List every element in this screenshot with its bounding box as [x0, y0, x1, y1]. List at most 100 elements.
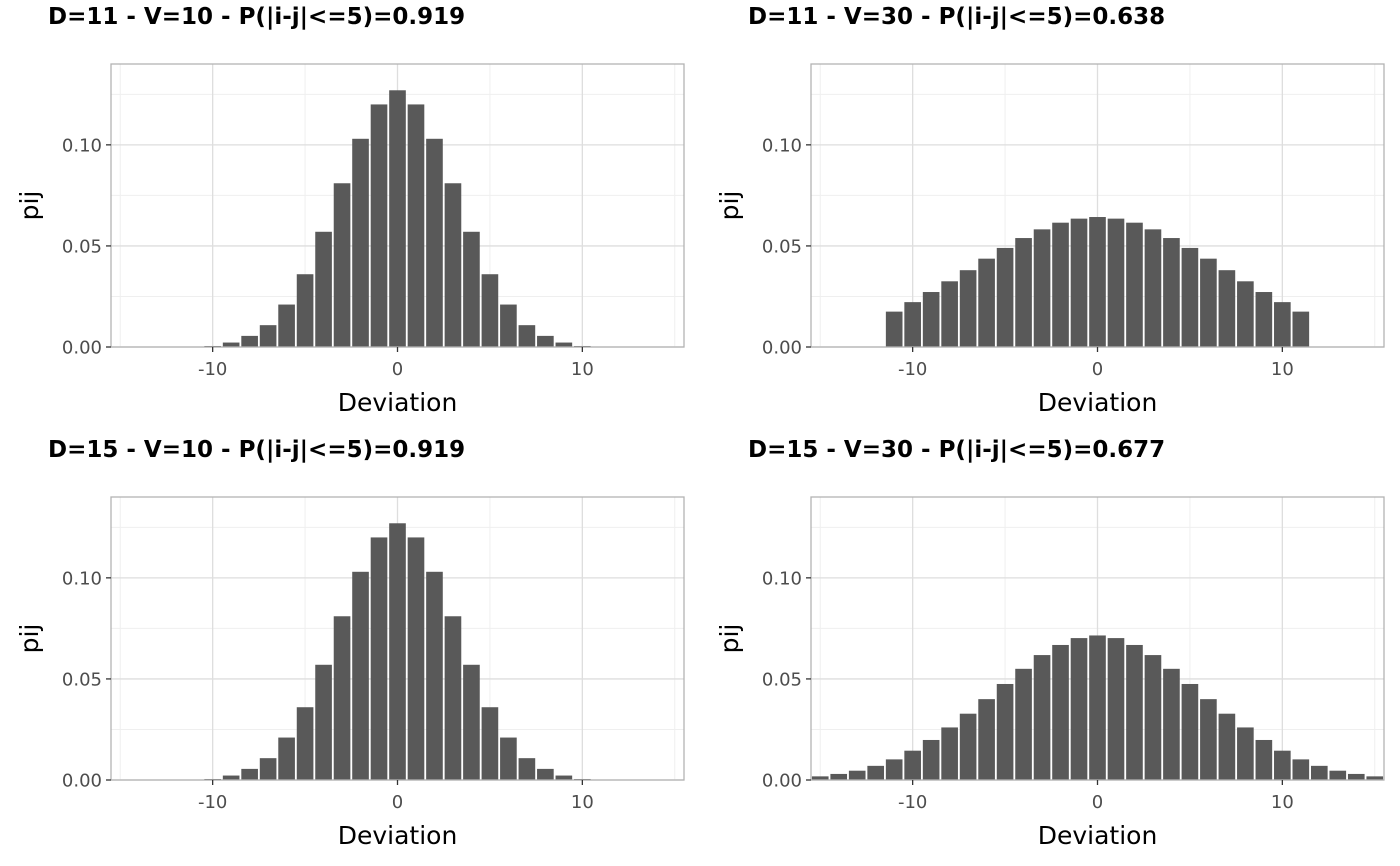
bar-chart: -10 0 10 0.00 0.05 0.10 Deviation pij — [15, 63, 685, 417]
x-axis-title: Deviation — [1038, 388, 1158, 417]
bar — [1126, 644, 1143, 780]
x-axis-title: Deviation — [338, 388, 458, 417]
x-axis-title: Deviation — [338, 821, 458, 850]
y-tick-label: 0.10 — [762, 568, 802, 589]
bar — [885, 759, 903, 780]
bar — [867, 765, 885, 780]
bar — [848, 770, 866, 780]
bar — [922, 739, 940, 780]
bar — [1181, 683, 1199, 780]
bar — [481, 707, 499, 780]
bar — [1237, 281, 1254, 347]
x-tick-label: -10 — [898, 359, 927, 380]
bar — [1200, 258, 1217, 347]
chart-title: D=15 - V=30 - P(|i-j|<=5)=0.677 — [748, 437, 1166, 463]
y-tick-label: 0.00 — [62, 771, 102, 792]
x-tick-label: 0 — [1092, 792, 1103, 813]
bar — [904, 302, 921, 347]
bar — [1255, 292, 1273, 347]
bar — [811, 776, 829, 780]
chart-title: D=11 - V=10 - P(|i-j|<=5)=0.919 — [48, 4, 466, 30]
bar — [1163, 668, 1180, 780]
y-tick-label: 0.10 — [762, 135, 802, 156]
bar — [278, 304, 295, 347]
bar — [407, 104, 425, 347]
x-tick-label: 10 — [1271, 359, 1294, 380]
bar — [1107, 218, 1125, 347]
x-tick-label: 0 — [392, 359, 403, 380]
bar — [352, 571, 369, 780]
x-tick-label: 10 — [571, 359, 594, 380]
bar — [555, 342, 573, 347]
bar — [518, 325, 536, 347]
x-tick-label: -10 — [198, 792, 227, 813]
bar — [1200, 699, 1217, 780]
bar — [978, 258, 995, 347]
bar — [518, 758, 536, 780]
bar — [959, 713, 977, 780]
bar — [481, 274, 499, 347]
y-axis-title: pij — [715, 191, 744, 221]
bar — [296, 707, 314, 780]
bar — [1089, 217, 1106, 347]
y-axis-title: pij — [715, 624, 744, 654]
bar — [333, 616, 351, 780]
bar — [996, 683, 1014, 780]
y-tick-label: 0.00 — [762, 771, 802, 792]
bar — [1052, 222, 1069, 347]
y-tick-label: 0.05 — [762, 669, 802, 690]
bar — [500, 304, 517, 347]
bar — [241, 335, 258, 347]
chart-panel-4: D=15 - V=30 - P(|i-j|<=5)=0.677 -10 0 10 0.… — [700, 433, 1400, 866]
y-tick-label: 0.10 — [62, 568, 102, 589]
bar-chart: -10 0 10 0.00 0.05 0.10 Deviation pij — [715, 496, 1385, 850]
bar — [1237, 727, 1254, 780]
bar — [370, 537, 388, 780]
bar — [830, 773, 848, 780]
x-tick-label: 0 — [392, 792, 403, 813]
chart-panel-1: D=11 - V=10 - P(|i-j|<=5)=0.919 -10 0 10 0.… — [0, 0, 700, 433]
bar — [222, 342, 240, 347]
bar — [1218, 713, 1236, 780]
bar — [259, 758, 277, 780]
bar — [1347, 773, 1365, 780]
bar — [1033, 229, 1051, 347]
bar — [941, 727, 958, 780]
bar — [389, 523, 406, 780]
bar — [444, 616, 462, 780]
chart-title: D=11 - V=30 - P(|i-j|<=5)=0.638 — [748, 4, 1166, 30]
y-tick-label: 0.05 — [762, 236, 802, 257]
bar — [296, 274, 314, 347]
bar — [315, 231, 332, 347]
bar — [1163, 238, 1180, 347]
chart-title: D=15 - V=10 - P(|i-j|<=5)=0.919 — [48, 437, 466, 463]
bar — [978, 699, 995, 780]
bar — [1033, 655, 1051, 780]
bar — [1366, 776, 1384, 780]
bar — [1310, 765, 1328, 780]
y-axis-title: pij — [15, 624, 44, 654]
bar — [1144, 655, 1162, 780]
bar — [444, 183, 462, 347]
bar — [222, 775, 240, 780]
bar — [1052, 644, 1069, 780]
bar — [1015, 668, 1032, 780]
bar — [241, 768, 258, 780]
bar — [259, 325, 277, 347]
y-tick-label: 0.00 — [762, 338, 802, 359]
bar — [996, 247, 1014, 347]
bar — [1126, 222, 1143, 347]
bar — [1218, 270, 1236, 347]
bar — [407, 537, 425, 780]
chart-panel-2: D=11 - V=30 - P(|i-j|<=5)=0.638 -10 0 10 0.… — [700, 0, 1400, 433]
bar — [1144, 229, 1162, 347]
x-tick-label: -10 — [898, 792, 927, 813]
bar — [922, 292, 940, 347]
bar — [941, 281, 958, 347]
bar — [537, 768, 554, 780]
bar — [389, 90, 406, 348]
y-axis-title: pij — [15, 191, 44, 221]
bar — [537, 335, 554, 347]
bar — [1107, 638, 1125, 780]
bar — [500, 737, 517, 780]
